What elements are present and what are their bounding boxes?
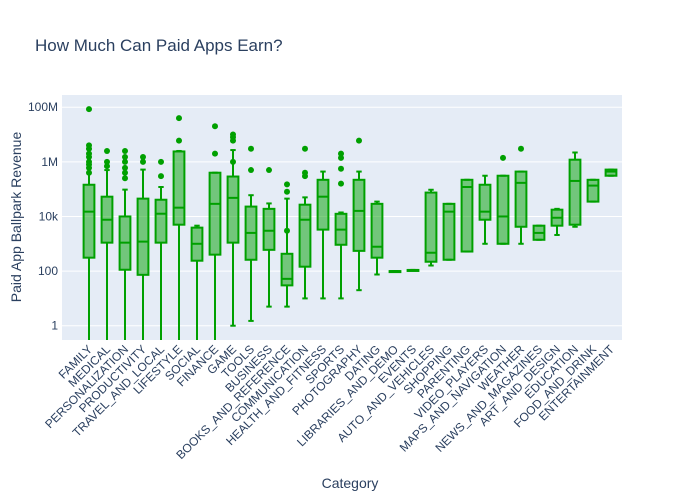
outlier [140,158,146,165]
box [586,178,600,203]
box [568,158,582,226]
box [370,202,384,259]
outlier [248,145,254,152]
outlier [86,154,92,161]
outlier [158,158,164,165]
outlier [500,154,506,161]
outlier [86,106,92,113]
outlier [122,158,128,165]
outlier [122,147,128,154]
outlier [248,167,254,174]
y-tick-label: 1 [51,319,58,333]
outlier [104,163,110,170]
box [226,175,240,244]
outlier [338,150,344,157]
box [82,183,96,259]
outlier [212,150,218,157]
box [172,150,186,226]
box [352,178,366,252]
box [442,202,456,261]
outlier [284,227,290,234]
outlier [140,154,146,161]
box [460,178,474,253]
y-axis-title: Paid App Ballpark Revenue [8,132,24,303]
outlier [158,173,164,180]
box [262,207,276,251]
outlier [176,115,182,122]
outlier [176,137,182,144]
outlier [122,169,128,176]
outlier [338,165,344,172]
outlier [122,164,128,171]
box [514,170,528,228]
box [298,203,312,268]
outlier [104,158,110,165]
chart-title: How Much Can Paid Apps Earn? [35,36,283,55]
outlier [302,169,308,176]
outlier [338,180,344,187]
box [424,191,438,263]
outlier [122,175,128,182]
box [208,171,222,256]
outlier [86,164,92,171]
outlier [104,147,110,154]
outlier [518,145,524,152]
box [496,174,510,245]
box [316,178,330,231]
box [136,197,150,276]
x-axis-title: Category [322,475,379,491]
marks [82,106,618,340]
box [478,183,492,221]
outlier [230,158,236,165]
box [280,252,294,287]
y-tick-label: 1M [41,155,58,169]
outlier [284,188,290,195]
y-tick-label: 10k [39,209,59,223]
outlier [86,145,92,152]
outlier [122,154,128,161]
outlier [356,137,362,144]
outlier [266,167,272,174]
y-tick-label: 100 [38,264,58,278]
outlier [302,145,308,152]
box [154,198,168,244]
outlier [230,131,236,138]
outlier [284,181,290,188]
outlier [86,169,92,176]
outlier [338,154,344,161]
box [604,168,618,177]
y-tick-label: 100M [28,100,58,114]
outlier [212,123,218,130]
